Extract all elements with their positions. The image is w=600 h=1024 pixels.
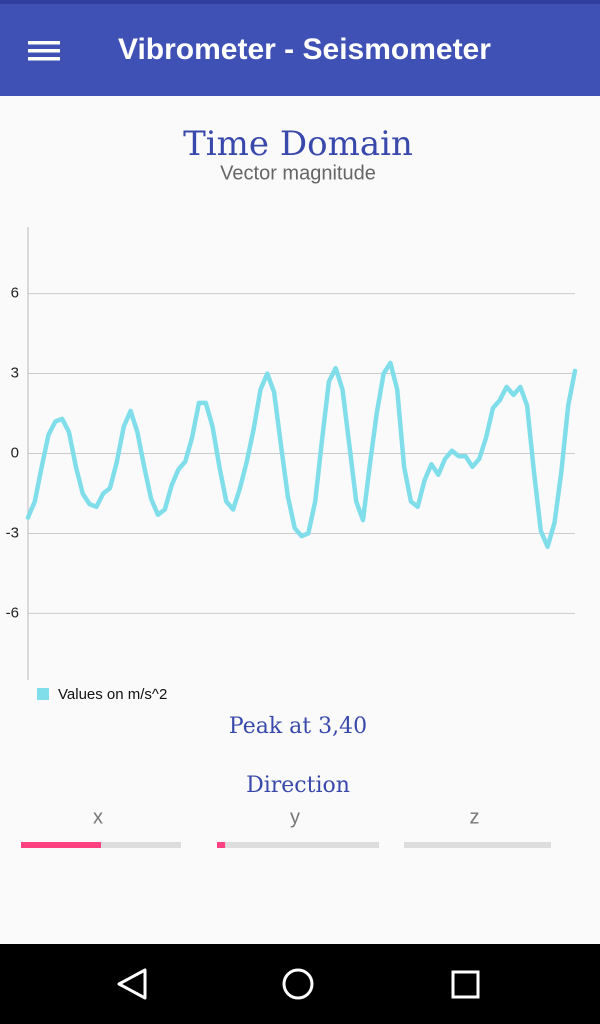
chart-title: Time Domain: [183, 124, 413, 164]
legend-swatch: [37, 688, 49, 700]
status-bar: [0, 0, 600, 4]
chart-subtitle: Vector magnitude: [220, 162, 376, 184]
y-tick-label: 6: [11, 285, 19, 302]
direction-label: x: [93, 806, 103, 828]
y-tick-label: -3: [6, 524, 19, 541]
back-button[interactable]: [117, 968, 147, 1000]
progress-fill: [217, 842, 226, 848]
nav-bar: [0, 944, 600, 1024]
direction-title: Direction: [246, 773, 350, 798]
legend-label: Values on m/s^2: [58, 686, 167, 703]
direction-label: y: [290, 806, 300, 828]
progress-track: [217, 842, 379, 848]
progress-track: [404, 842, 551, 848]
direction-label: z: [470, 806, 480, 828]
recents-button[interactable]: [451, 970, 480, 999]
home-button[interactable]: [282, 968, 314, 1000]
peak-label: Peak at 3,40: [229, 714, 367, 739]
app-bar: [0, 0, 600, 96]
y-tick-label: -6: [6, 604, 19, 621]
y-tick-label: 3: [11, 365, 19, 382]
y-tick-label: 0: [11, 444, 19, 461]
data-line: [25, 360, 578, 550]
app-title: Vibrometer - Seismometer: [118, 33, 491, 66]
menu-button[interactable]: [28, 41, 60, 61]
progress-fill: [21, 842, 101, 848]
